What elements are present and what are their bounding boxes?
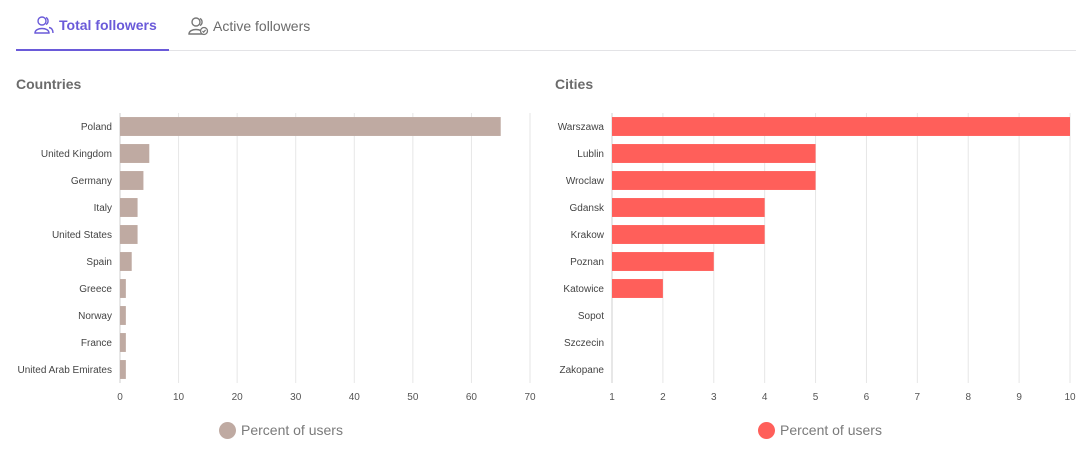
city-bar[interactable] bbox=[612, 198, 765, 217]
country-label: United Kingdom bbox=[41, 149, 112, 160]
country-bar[interactable] bbox=[120, 306, 126, 325]
country-label: Germany bbox=[71, 176, 112, 187]
country-label: Poland bbox=[81, 122, 112, 133]
city-label: Wroclaw bbox=[566, 176, 605, 187]
city-label: Poznan bbox=[570, 257, 604, 268]
city-label: Lublin bbox=[577, 149, 604, 160]
country-label: Italy bbox=[94, 203, 112, 214]
city-label: Gdansk bbox=[570, 203, 605, 214]
x-tick-label: 60 bbox=[466, 392, 478, 403]
x-tick-label: 8 bbox=[965, 392, 971, 403]
countries-chart: 0 10 20 30 40 50 60 70 Poland United Kingdom Germa… bbox=[18, 113, 536, 403]
country-bar[interactable] bbox=[120, 117, 501, 136]
country-bar[interactable] bbox=[120, 360, 126, 379]
tab-active-followers-label: Active followers bbox=[213, 17, 311, 34]
x-tick-label: 50 bbox=[407, 392, 419, 403]
x-tick-label: 6 bbox=[864, 392, 870, 403]
cities-legend-label: Percent of users bbox=[780, 422, 882, 438]
countries-legend-swatch bbox=[219, 421, 236, 439]
x-tick-label: 3 bbox=[711, 392, 717, 403]
x-tick-label: 9 bbox=[1016, 392, 1022, 403]
country-bar[interactable] bbox=[120, 198, 138, 217]
x-tick-label: 5 bbox=[813, 392, 819, 403]
city-bar[interactable] bbox=[612, 171, 816, 190]
city-bar[interactable] bbox=[612, 279, 663, 298]
x-tick-label: 0 bbox=[117, 392, 123, 403]
countries-legend-label: Percent of users bbox=[241, 422, 343, 438]
cities-title: Cities bbox=[555, 76, 594, 92]
x-tick-label: 40 bbox=[349, 392, 361, 403]
country-bar[interactable] bbox=[120, 252, 132, 271]
x-tick-label: 70 bbox=[524, 392, 536, 403]
city-label: Katowice bbox=[563, 284, 604, 295]
tab-bar: Total followers Active followers bbox=[16, 0, 1076, 51]
tab-total-followers[interactable]: Total followers bbox=[16, 0, 169, 51]
country-label: United Arab Emirates bbox=[18, 365, 113, 376]
city-label: Szczecin bbox=[564, 338, 604, 349]
x-tick-label: 2 bbox=[660, 392, 666, 403]
city-label: Warszawa bbox=[558, 122, 605, 133]
cities-legend-swatch bbox=[758, 421, 775, 439]
users-icon bbox=[34, 15, 54, 34]
cities-chart: 1 2 3 4 5 6 7 8 9 10 Warszawa Lublin Wroclaw Gdansk Kr… bbox=[558, 113, 1076, 403]
city-bar[interactable] bbox=[612, 117, 1070, 136]
active-users-icon bbox=[188, 16, 209, 35]
x-tick-label: 7 bbox=[915, 392, 921, 403]
countries-legend[interactable]: Percent of users bbox=[219, 421, 343, 439]
x-tick-label: 30 bbox=[290, 392, 302, 403]
x-tick-label: 4 bbox=[762, 392, 768, 403]
cities-legend[interactable]: Percent of users bbox=[758, 421, 882, 439]
country-bar[interactable] bbox=[120, 225, 138, 244]
tab-active-followers[interactable]: Active followers bbox=[187, 0, 337, 51]
city-bar[interactable] bbox=[612, 225, 765, 244]
country-label: Greece bbox=[79, 284, 112, 295]
tab-total-followers-label: Total followers bbox=[59, 16, 157, 33]
country-bar[interactable] bbox=[120, 171, 144, 190]
x-tick-label: 10 bbox=[173, 392, 185, 403]
country-label: France bbox=[81, 338, 113, 349]
city-label: Zakopane bbox=[560, 365, 605, 376]
country-bar[interactable] bbox=[120, 333, 126, 352]
x-tick-label: 10 bbox=[1064, 392, 1076, 403]
city-label: Krakow bbox=[571, 230, 605, 241]
country-label: Norway bbox=[78, 311, 112, 322]
city-bar[interactable] bbox=[612, 144, 816, 163]
country-bar[interactable] bbox=[120, 279, 126, 298]
country-bar[interactable] bbox=[120, 144, 150, 163]
country-label: United States bbox=[52, 230, 112, 241]
country-label: Spain bbox=[86, 257, 112, 268]
city-bar[interactable] bbox=[612, 252, 714, 271]
x-tick-label: 20 bbox=[232, 392, 244, 403]
city-label: Sopot bbox=[578, 311, 604, 322]
countries-title: Countries bbox=[16, 76, 82, 92]
x-tick-label: 1 bbox=[609, 392, 615, 403]
